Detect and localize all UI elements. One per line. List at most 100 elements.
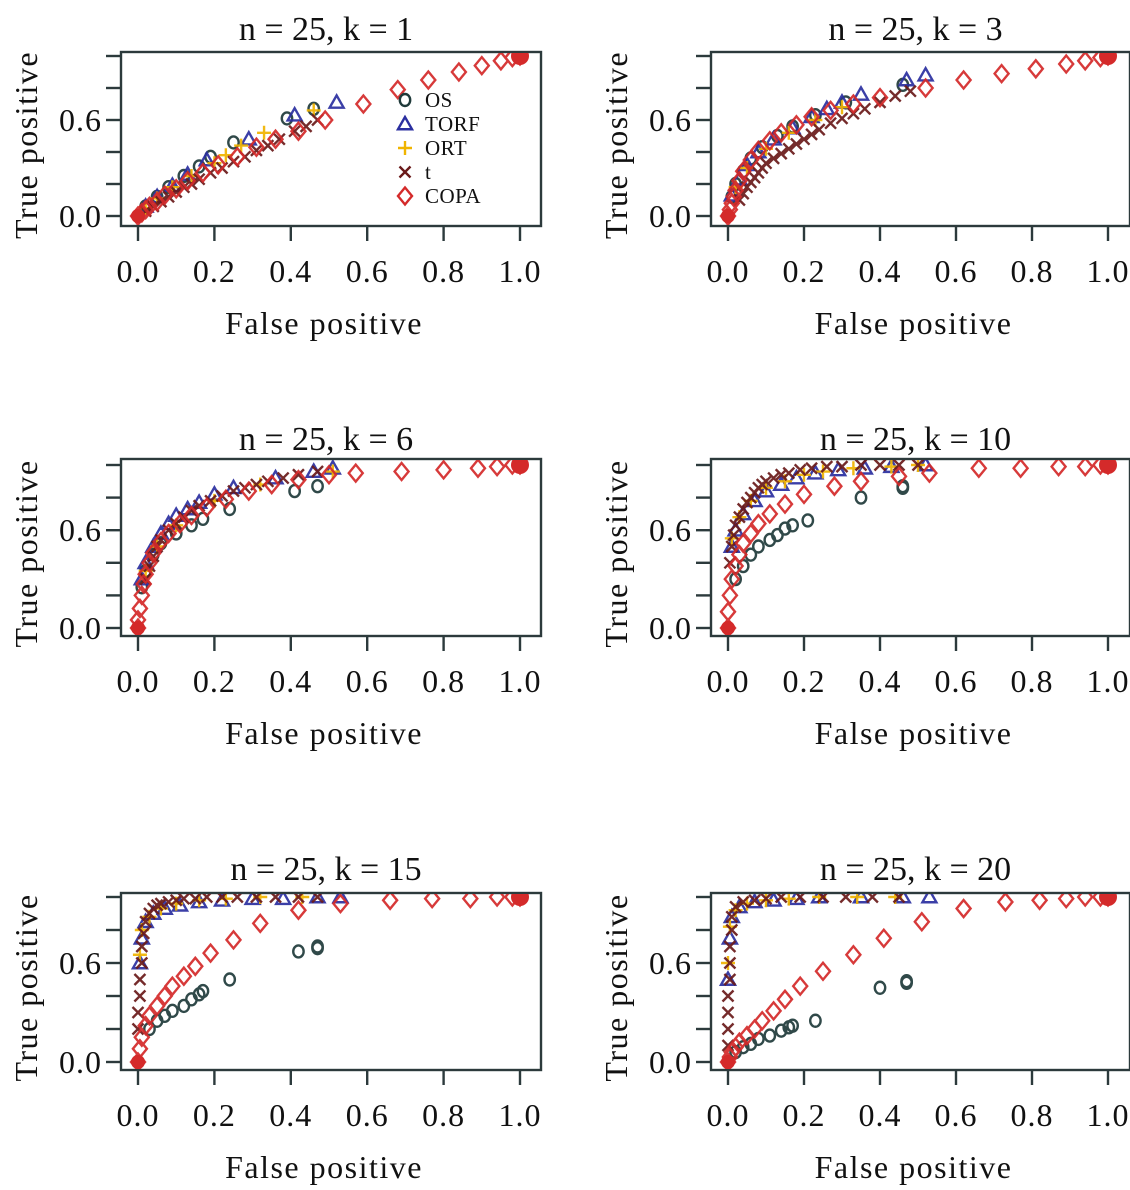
plot-frame [119, 457, 543, 638]
endpoint-marker [1099, 460, 1117, 474]
data-point [759, 474, 773, 488]
x-tick-label: 0.2 [193, 253, 236, 289]
data-point [131, 1022, 145, 1036]
data-point [774, 894, 788, 904]
data-point [900, 973, 913, 989]
series-t [721, 894, 906, 1052]
data-point [381, 894, 399, 911]
y-tick-label: 0.0 [649, 198, 692, 234]
endpoint-marker [1099, 53, 1117, 65]
legend-item: ORT [398, 136, 467, 160]
data-point [892, 460, 906, 472]
data-point [725, 910, 739, 924]
y-tick-label: 0.6 [649, 945, 692, 981]
data-point [736, 895, 750, 909]
legend-item: OS [398, 88, 452, 112]
y-tick-label: 0.0 [59, 610, 102, 646]
legend-label: COPA [425, 184, 481, 208]
data-point [866, 894, 879, 904]
data-point [763, 1028, 777, 1043]
x-tick-label: 0.8 [1011, 253, 1054, 289]
data-point [897, 70, 916, 87]
data-point [285, 105, 304, 122]
data-point [135, 956, 149, 970]
data-point [160, 523, 178, 544]
data-point [805, 461, 818, 475]
data-point [227, 135, 240, 150]
data-point [450, 61, 468, 83]
data-point [435, 460, 453, 481]
endpoint-marker [131, 209, 145, 223]
data-point [917, 77, 935, 99]
x-tick-label: 0.0 [707, 1097, 750, 1133]
data-point [721, 956, 735, 970]
data-point [133, 973, 147, 986]
data-point [721, 1022, 735, 1036]
data-point [1057, 894, 1075, 910]
data-point [721, 1006, 735, 1019]
x-tick-label: 0.2 [193, 1097, 236, 1133]
data-point [224, 929, 243, 951]
data-point [787, 114, 805, 136]
plot-frame [709, 457, 1130, 638]
y-tick-label: 0.6 [649, 512, 692, 548]
data-point [745, 894, 764, 909]
data-point [228, 146, 246, 168]
endpoint-marker [721, 209, 735, 223]
x-tick-label: 1.0 [1087, 253, 1130, 289]
data-point [749, 140, 767, 161]
x-tick-label: 0.0 [707, 253, 750, 289]
data-point [186, 955, 204, 977]
data-point [250, 144, 263, 157]
data-point [816, 894, 830, 904]
data-point [844, 93, 862, 115]
data-point [809, 1013, 822, 1028]
data-point [835, 460, 849, 473]
data-point [331, 894, 350, 914]
data-point [316, 109, 334, 131]
x-tick-label: 0.6 [935, 663, 978, 699]
panel-title: n = 25, k = 15 [230, 851, 421, 888]
data-point [723, 956, 737, 970]
x-tick-label: 0.0 [117, 663, 160, 699]
x-tick-label: 1.0 [499, 253, 542, 289]
data-point [171, 513, 189, 535]
data-point [167, 178, 185, 200]
series-t [723, 460, 925, 570]
x-tick-label: 0.2 [193, 663, 236, 699]
data-point [144, 542, 162, 564]
data-points [719, 460, 1117, 635]
y-axis-label: True positive [598, 459, 634, 647]
data-point [761, 130, 779, 152]
data-point [782, 466, 796, 480]
data-points [719, 53, 1117, 225]
x-tick-label: 0.2 [783, 663, 826, 699]
data-point [1027, 58, 1045, 80]
data-point [955, 69, 973, 91]
data-point [767, 152, 780, 165]
data-point [729, 518, 742, 532]
data-point [289, 899, 307, 921]
data-point [748, 894, 761, 907]
data-point [993, 63, 1011, 84]
data-point [133, 989, 147, 1003]
data-point [239, 129, 258, 146]
series-t [733, 84, 917, 207]
x-tick-label: 0.2 [783, 1097, 826, 1133]
data-point [873, 980, 887, 995]
y-tick-label: 0.0 [59, 1044, 102, 1080]
data-point [793, 463, 807, 477]
data-point [774, 1023, 788, 1038]
data-point [137, 199, 155, 220]
data-points [129, 53, 529, 225]
data-point [786, 1018, 799, 1033]
legend-label: TORF [425, 112, 480, 136]
data-point [725, 923, 739, 937]
roc-panel: n = 25, k = 6 0.0 0.2 0.4 0.6 0.8 1.0 0.0 0.6 Fal… [8, 421, 543, 751]
plot-frame [709, 891, 1130, 1072]
data-point [289, 469, 307, 491]
data-point [890, 466, 908, 487]
x-tick-label: 0.0 [117, 1097, 160, 1133]
x-tick-label: 0.8 [422, 663, 465, 699]
